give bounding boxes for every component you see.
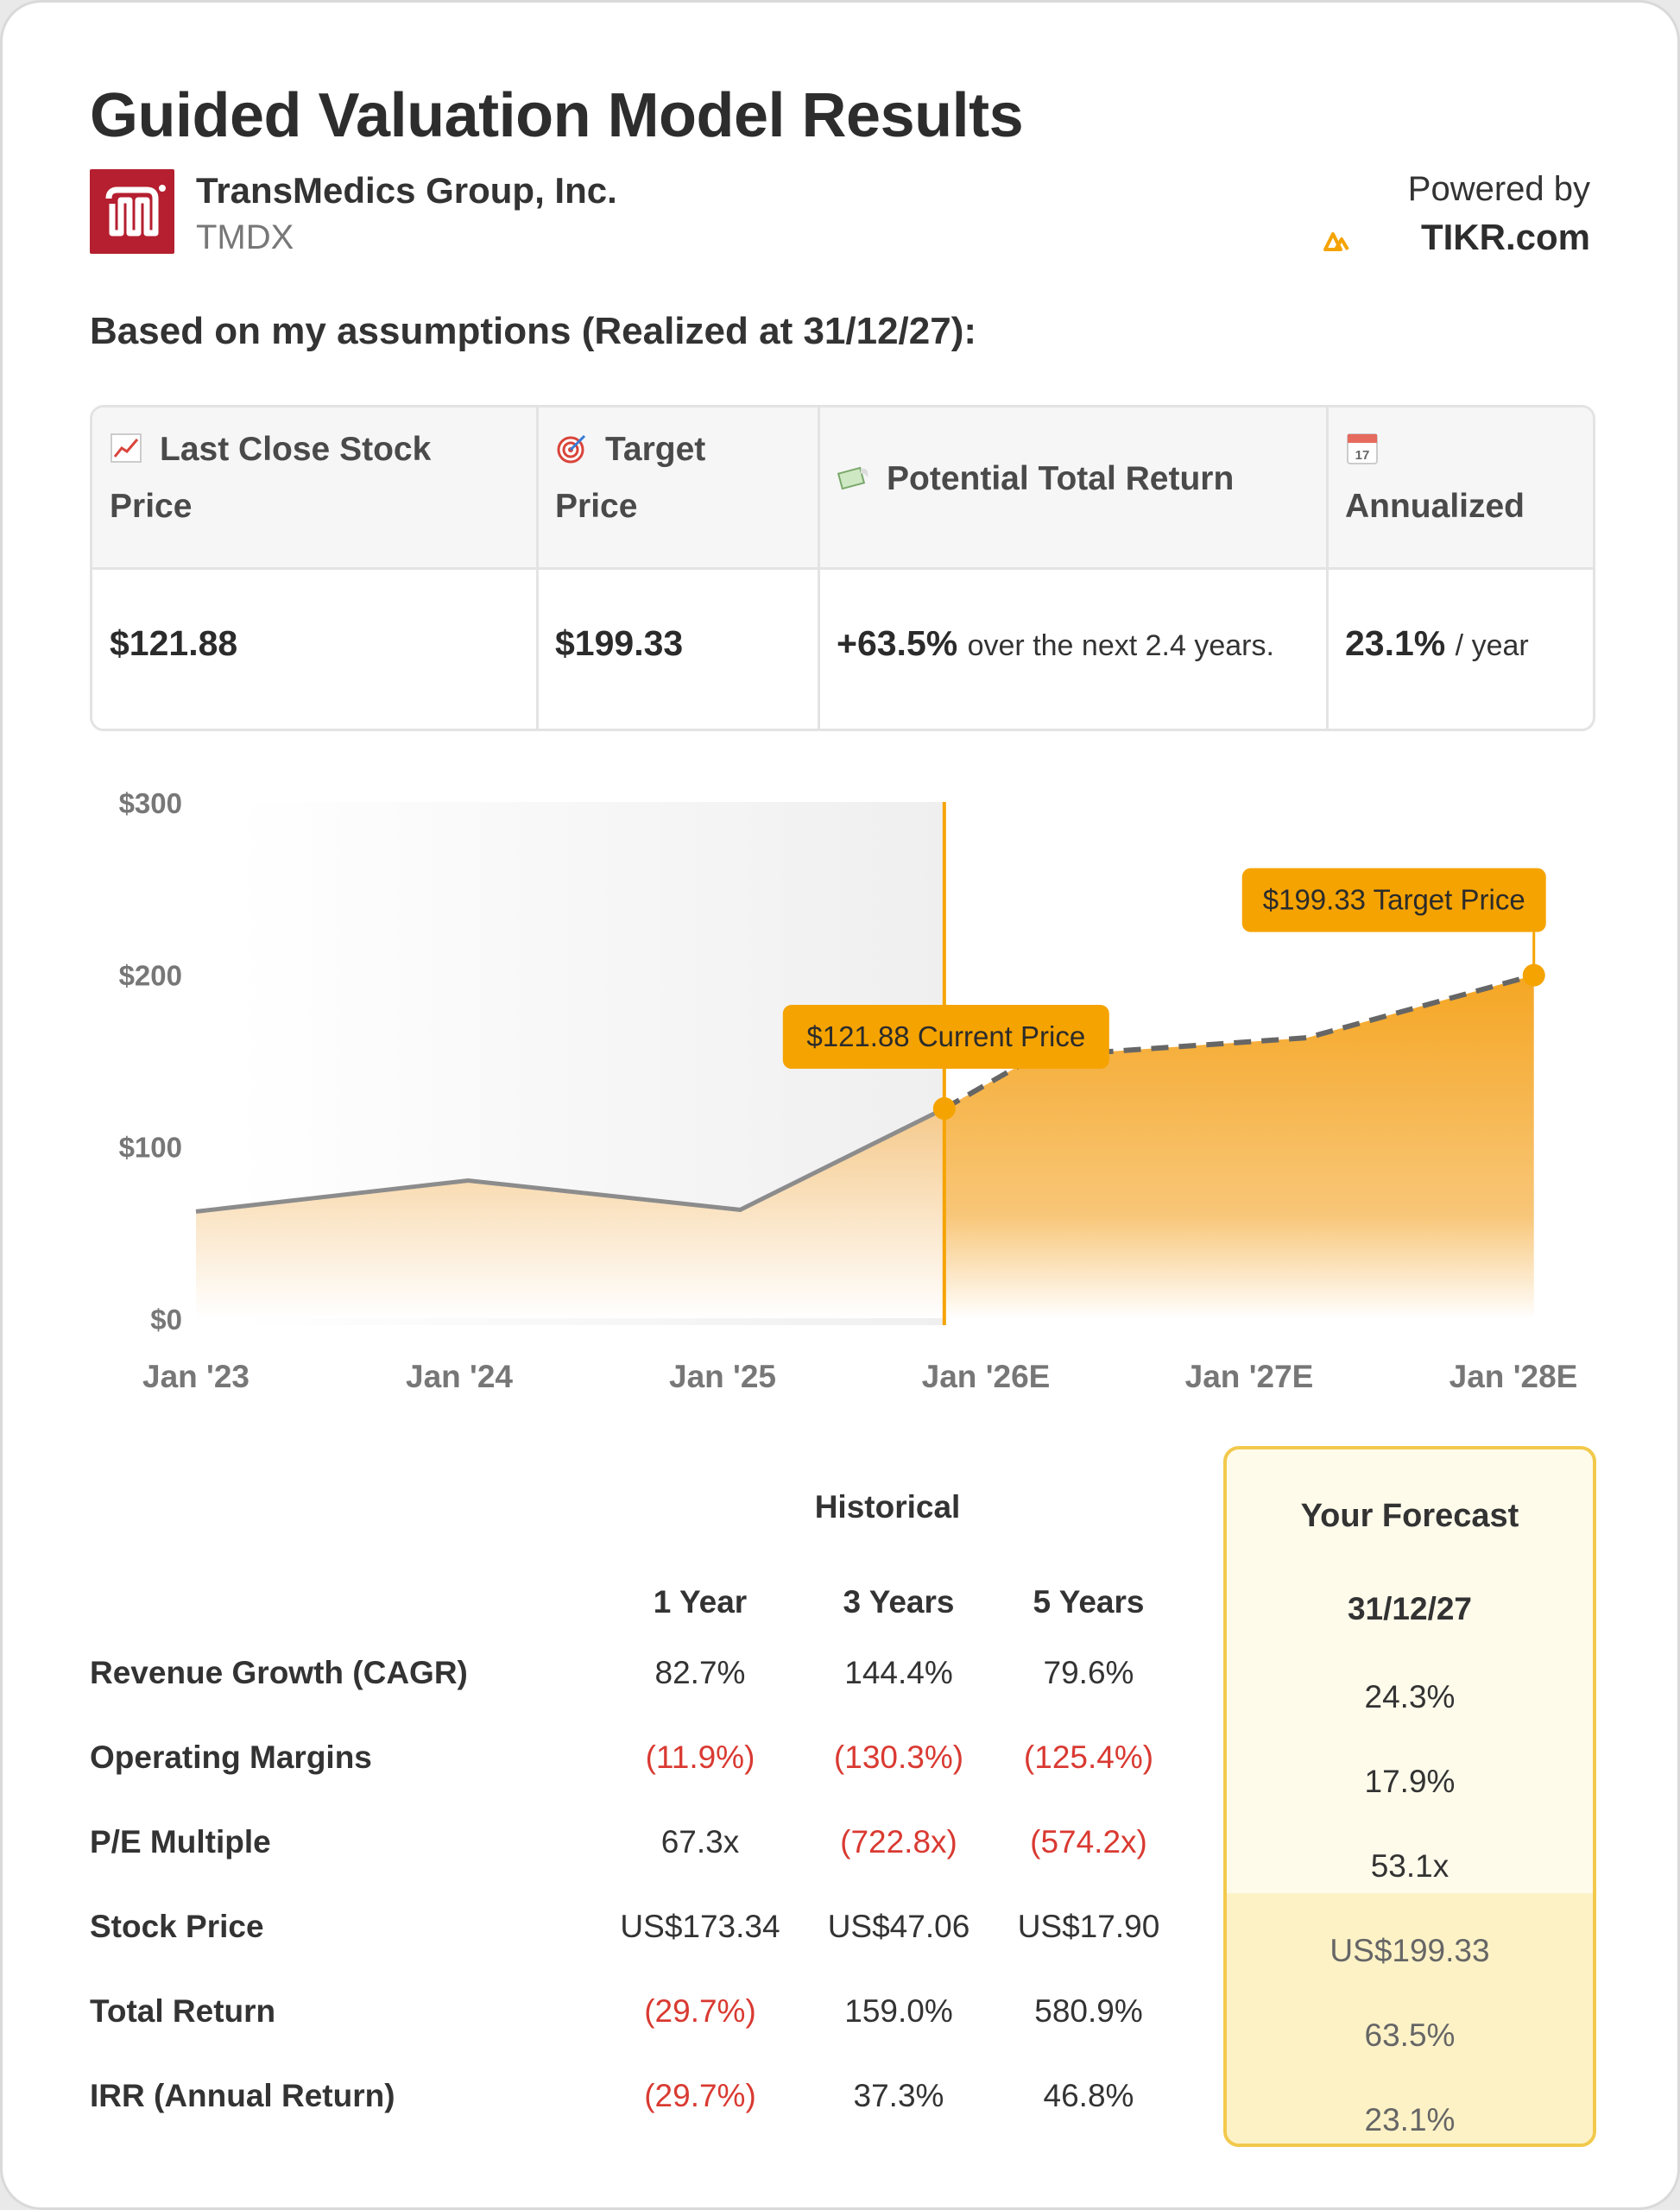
- column-header-1y: 1 Year: [653, 1584, 748, 1620]
- header-total-return: Potential Total Return: [837, 451, 1234, 508]
- company-logo: [90, 169, 174, 254]
- header-target-price: Target Price: [555, 431, 706, 525]
- forecast-value: 63.5%: [1364, 2017, 1456, 2053]
- column-header-3y: 3 Years: [843, 1584, 955, 1620]
- tikr-logo-icon: [1323, 232, 1349, 251]
- svg-text:17: 17: [1355, 448, 1370, 463]
- target-price-value: $199.33: [555, 623, 684, 663]
- total-return-value: +63.5% over the next 2.4 years.: [837, 623, 1274, 663]
- column-header-5y: 5 Years: [1033, 1584, 1145, 1620]
- x-tick-label: Jan '26E: [922, 1359, 1051, 1394]
- table-cell: 82.7%: [654, 1655, 746, 1690]
- forecast-value: 24.3%: [1364, 1679, 1456, 1714]
- row-label: P/E Multiple: [90, 1824, 271, 1860]
- target-price-callout: $199.33 Target Price: [1241, 868, 1546, 932]
- table-cell: (574.2x): [1030, 1824, 1147, 1860]
- forecast-value: 17.9%: [1364, 1764, 1456, 1799]
- forecast-value: 23.1%: [1364, 2102, 1456, 2137]
- forecast-date: 31/12/27: [1347, 1591, 1473, 1626]
- historical-area: [196, 1108, 944, 1318]
- x-tick-label: Jan '24: [406, 1359, 513, 1394]
- brand-link[interactable]: TIKR.com: [1420, 217, 1590, 257]
- forecast-highlight: [1227, 1893, 1593, 2144]
- last-close-value: $121.88: [110, 623, 238, 663]
- row-label: Total Return: [90, 1993, 276, 2029]
- y-tick-label: $100: [119, 1132, 182, 1164]
- page-title: Guided Valuation Model Results: [90, 81, 1024, 150]
- table-cell: (130.3%): [833, 1740, 964, 1775]
- table-cell: US$173.34: [620, 1909, 780, 1944]
- x-tick-label: Jan '23: [142, 1359, 249, 1394]
- historical-price-line: [195, 1106, 945, 1214]
- table-cell: (125.4%): [1023, 1740, 1154, 1775]
- header-annualized: 17 Annualized: [1345, 421, 1525, 535]
- x-tick-label: Jan '25: [669, 1359, 776, 1394]
- assumption-note: Based on my assumptions (Realized at 31/…: [90, 310, 977, 352]
- table-cell: 159.0%: [844, 1993, 953, 2029]
- current-price-annotation: $121.88 Current Price: [806, 1020, 1085, 1052]
- price-chart: $0 $100 $200 $300 Jan '23 Jan '24 Jan '25 Jan …: [119, 787, 1578, 1394]
- y-tick-label: $300: [119, 787, 182, 819]
- table-cell: (722.8x): [840, 1824, 957, 1860]
- table-cell: 46.8%: [1043, 2078, 1134, 2113]
- row-label: IRR (Annual Return): [90, 2078, 395, 2113]
- table-cell: US$17.90: [1017, 1909, 1160, 1944]
- table-cell: (29.7%): [644, 1993, 756, 2029]
- chart-increasing-icon: [111, 433, 142, 463]
- target-price-annotation: $199.33 Target Price: [1263, 884, 1525, 916]
- table-cell: US$47.06: [827, 1909, 970, 1944]
- company-ticker: TMDX: [196, 218, 294, 256]
- forecast-panel: Your Forecast 31/12/27 24.3% 17.9% 53.1x…: [1223, 1446, 1596, 2147]
- target-icon: [557, 434, 586, 464]
- historical-title: Historical: [814, 1489, 961, 1525]
- forecast-value: 53.1x: [1370, 1848, 1449, 1884]
- table-cell: (29.7%): [644, 2078, 756, 2113]
- annualized-value: 23.1% / year: [1345, 623, 1529, 663]
- company-name: TransMedics Group, Inc.: [196, 170, 617, 211]
- table-cell: 144.4%: [844, 1655, 953, 1690]
- x-tick-label: Jan '27E: [1185, 1359, 1314, 1394]
- summary-table: Last Close Stock Price Target Price Pote…: [90, 405, 1595, 731]
- row-label: Revenue Growth (CAGR): [90, 1655, 468, 1690]
- money-wings-icon: [837, 466, 868, 490]
- table-cell: 67.3x: [660, 1824, 740, 1860]
- table-cell: 37.3%: [853, 2078, 944, 2113]
- y-tick-label: $0: [150, 1304, 182, 1335]
- current-price-point[interactable]: [932, 1097, 956, 1121]
- forecast-title: Your Forecast: [1300, 1498, 1519, 1534]
- header-last-close: Last Close Stock Price: [110, 431, 432, 525]
- divider: [818, 407, 820, 729]
- forecast-value: US$199.33: [1329, 1933, 1490, 1968]
- table-cell: 580.9%: [1034, 1993, 1143, 2029]
- divider: [536, 407, 539, 729]
- row-label: Operating Margins: [90, 1740, 372, 1775]
- current-price-callout: $121.88 Current Price: [782, 1005, 1109, 1070]
- divider: [1326, 407, 1329, 729]
- row-label: Stock Price: [90, 1909, 264, 1944]
- calendar-icon: 17: [1347, 433, 1378, 464]
- powered-by-label: Powered by: [1407, 170, 1590, 208]
- table-cell: 79.6%: [1043, 1655, 1134, 1690]
- x-tick-label: Jan '28E: [1449, 1359, 1578, 1394]
- y-tick-label: $200: [119, 959, 182, 991]
- target-price-point[interactable]: [1522, 963, 1545, 987]
- table-cell: (11.9%): [645, 1740, 755, 1775]
